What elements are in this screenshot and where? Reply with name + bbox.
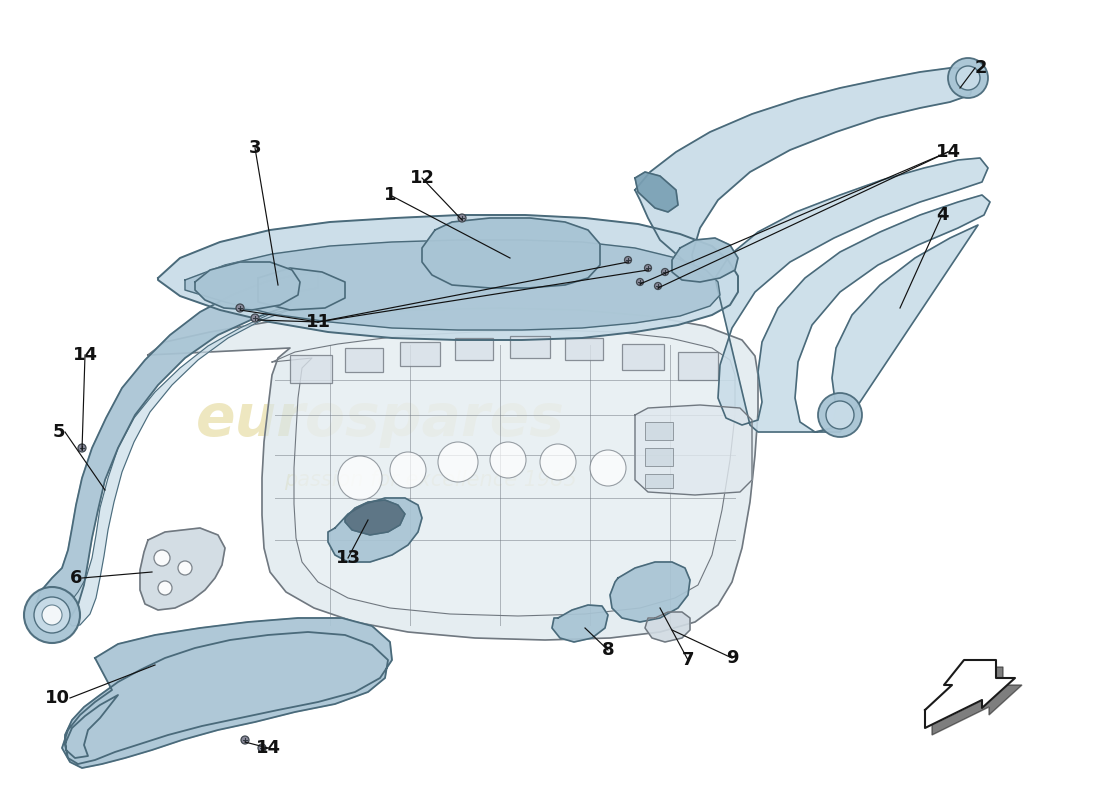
Bar: [455, 338, 493, 360]
Bar: [678, 352, 718, 380]
Bar: [645, 422, 673, 440]
Polygon shape: [272, 330, 735, 616]
Circle shape: [637, 278, 644, 286]
Circle shape: [154, 550, 170, 566]
Circle shape: [438, 442, 478, 482]
Bar: [510, 336, 550, 358]
Circle shape: [818, 393, 862, 437]
Polygon shape: [925, 660, 1015, 728]
Circle shape: [236, 304, 244, 312]
Circle shape: [42, 605, 62, 625]
Circle shape: [338, 456, 382, 500]
Polygon shape: [715, 158, 990, 432]
Text: 12: 12: [409, 169, 434, 187]
Polygon shape: [65, 308, 295, 626]
Circle shape: [78, 444, 86, 452]
Polygon shape: [35, 272, 318, 630]
Bar: [345, 348, 383, 372]
Text: 3: 3: [249, 139, 262, 157]
Text: 4: 4: [936, 206, 948, 224]
Polygon shape: [635, 172, 678, 212]
Text: 10: 10: [45, 689, 70, 707]
Circle shape: [645, 265, 651, 271]
Circle shape: [540, 444, 576, 480]
Polygon shape: [158, 215, 738, 340]
Circle shape: [251, 314, 258, 322]
Circle shape: [956, 66, 980, 90]
Circle shape: [258, 744, 266, 752]
Bar: [290, 355, 332, 383]
Polygon shape: [140, 528, 225, 610]
Text: eurospares: eurospares: [196, 391, 564, 449]
Circle shape: [654, 282, 661, 290]
Polygon shape: [345, 500, 405, 535]
Polygon shape: [645, 612, 690, 642]
Bar: [565, 338, 603, 360]
Bar: [400, 342, 440, 366]
Polygon shape: [185, 240, 720, 330]
Circle shape: [158, 581, 172, 595]
Text: 14: 14: [935, 143, 960, 161]
Polygon shape: [62, 618, 392, 768]
Text: 9: 9: [726, 649, 738, 667]
Circle shape: [948, 58, 988, 98]
Circle shape: [661, 269, 669, 275]
Circle shape: [625, 257, 631, 263]
Polygon shape: [258, 268, 345, 310]
Circle shape: [458, 214, 466, 222]
Text: 11: 11: [306, 313, 330, 331]
Text: 1: 1: [384, 186, 396, 204]
Circle shape: [24, 587, 80, 643]
Text: passion for excellence 1985: passion for excellence 1985: [284, 470, 576, 490]
Circle shape: [826, 401, 854, 429]
Text: 13: 13: [336, 549, 361, 567]
Polygon shape: [635, 68, 975, 280]
Bar: [621, 344, 664, 370]
Text: 14: 14: [73, 346, 98, 364]
Polygon shape: [195, 262, 300, 310]
Polygon shape: [932, 667, 1022, 735]
Circle shape: [390, 452, 426, 488]
Text: 7: 7: [682, 651, 694, 669]
Polygon shape: [552, 605, 608, 642]
Polygon shape: [672, 238, 738, 282]
Text: 6: 6: [69, 569, 82, 587]
Circle shape: [590, 450, 626, 486]
Bar: [645, 474, 673, 488]
Polygon shape: [610, 562, 690, 622]
Polygon shape: [148, 308, 758, 640]
Circle shape: [34, 597, 70, 633]
Polygon shape: [328, 498, 422, 562]
Polygon shape: [422, 218, 600, 288]
Circle shape: [490, 442, 526, 478]
Bar: [645, 448, 673, 466]
Text: 8: 8: [602, 641, 614, 659]
Text: 2: 2: [975, 59, 988, 77]
Polygon shape: [635, 405, 752, 495]
Text: 5: 5: [53, 423, 65, 441]
Circle shape: [178, 561, 192, 575]
Circle shape: [241, 736, 249, 744]
Text: 14: 14: [255, 739, 280, 757]
